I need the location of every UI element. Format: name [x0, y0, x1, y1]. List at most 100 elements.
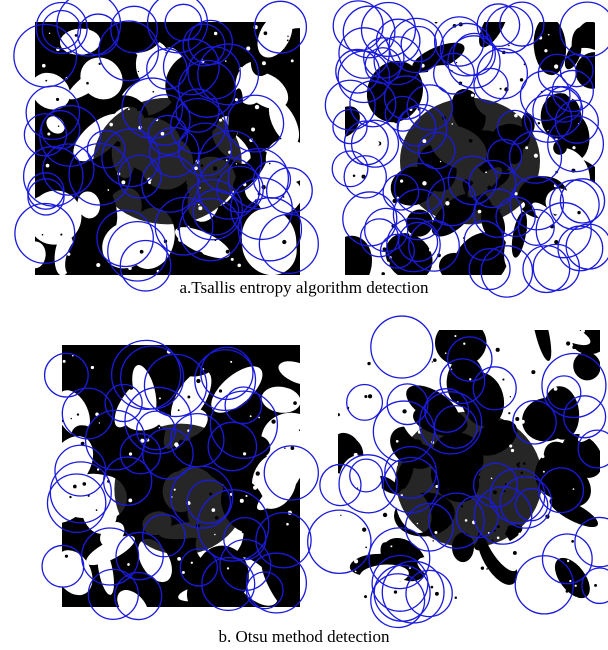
speck — [271, 419, 275, 423]
speck — [394, 590, 397, 593]
speck — [287, 39, 289, 41]
speck — [446, 415, 450, 419]
speck — [424, 95, 425, 96]
speck — [445, 352, 447, 354]
speck — [364, 95, 366, 97]
speck — [354, 453, 358, 457]
speck — [187, 396, 190, 399]
speck — [468, 48, 471, 51]
speck — [577, 211, 580, 214]
speck — [42, 64, 46, 68]
speck — [465, 519, 468, 522]
speck — [363, 268, 366, 271]
speck — [481, 566, 484, 569]
speck — [147, 565, 150, 568]
speck — [140, 250, 144, 254]
speck — [360, 439, 363, 442]
speck — [486, 568, 488, 570]
speck — [293, 548, 294, 549]
speck — [515, 417, 519, 421]
speck — [364, 395, 367, 398]
speck — [51, 181, 54, 184]
speck — [518, 533, 521, 536]
speck — [521, 472, 523, 474]
speck — [56, 98, 59, 101]
speck — [71, 580, 73, 582]
image-panel — [38, 317, 321, 628]
speck — [427, 392, 431, 396]
speck — [462, 263, 464, 265]
speck — [141, 370, 144, 373]
speck — [259, 373, 261, 375]
speck — [536, 259, 540, 263]
speck — [444, 336, 446, 338]
speck — [178, 409, 180, 411]
speck — [156, 364, 159, 367]
speck — [509, 444, 512, 447]
speck — [376, 142, 379, 145]
speck — [188, 262, 190, 264]
speck — [253, 486, 257, 490]
speck — [96, 263, 100, 267]
speck — [82, 482, 86, 486]
speck — [63, 360, 66, 363]
speck — [297, 72, 300, 75]
speck — [569, 580, 571, 582]
speck — [434, 531, 437, 534]
speck — [514, 114, 518, 118]
speck — [586, 398, 590, 402]
speck — [137, 109, 139, 111]
speck — [524, 552, 528, 556]
speck — [451, 123, 453, 125]
speck — [567, 560, 569, 562]
speck — [493, 490, 497, 494]
speck — [236, 163, 237, 164]
speck — [69, 496, 71, 498]
speck — [216, 389, 217, 390]
speck — [109, 586, 111, 588]
speck — [525, 146, 528, 149]
speck — [554, 240, 558, 244]
speck — [537, 30, 539, 32]
speck — [217, 561, 219, 563]
speck — [440, 161, 442, 163]
speck — [514, 134, 516, 136]
speck — [152, 91, 154, 93]
image-panel — [308, 299, 608, 634]
speck — [138, 71, 139, 72]
speck — [582, 357, 584, 359]
speck — [45, 80, 47, 82]
speck — [456, 62, 457, 63]
speck — [487, 186, 491, 190]
speck — [269, 190, 272, 193]
speck — [260, 473, 264, 477]
speck — [109, 123, 113, 127]
speck — [518, 238, 519, 239]
speck — [372, 266, 376, 270]
speck — [440, 555, 441, 556]
speck — [491, 478, 493, 480]
speck — [499, 209, 500, 210]
speck — [523, 462, 526, 465]
speck — [153, 563, 156, 566]
speck — [269, 163, 271, 165]
speck — [42, 234, 44, 236]
speck — [128, 266, 132, 270]
speck — [167, 602, 170, 605]
caption-b: b. Otsu method detection — [219, 627, 390, 646]
speck — [209, 493, 212, 496]
speck — [429, 249, 432, 252]
speck — [199, 359, 201, 361]
speck — [395, 170, 398, 173]
speck — [471, 94, 474, 97]
speck — [579, 175, 581, 177]
speck — [364, 595, 367, 598]
speck — [99, 422, 100, 423]
speck — [566, 440, 569, 443]
speck — [177, 557, 181, 561]
image-panel — [318, 0, 608, 301]
speck — [479, 92, 483, 96]
speck — [419, 227, 423, 231]
speck — [542, 220, 544, 222]
speck — [502, 379, 504, 381]
